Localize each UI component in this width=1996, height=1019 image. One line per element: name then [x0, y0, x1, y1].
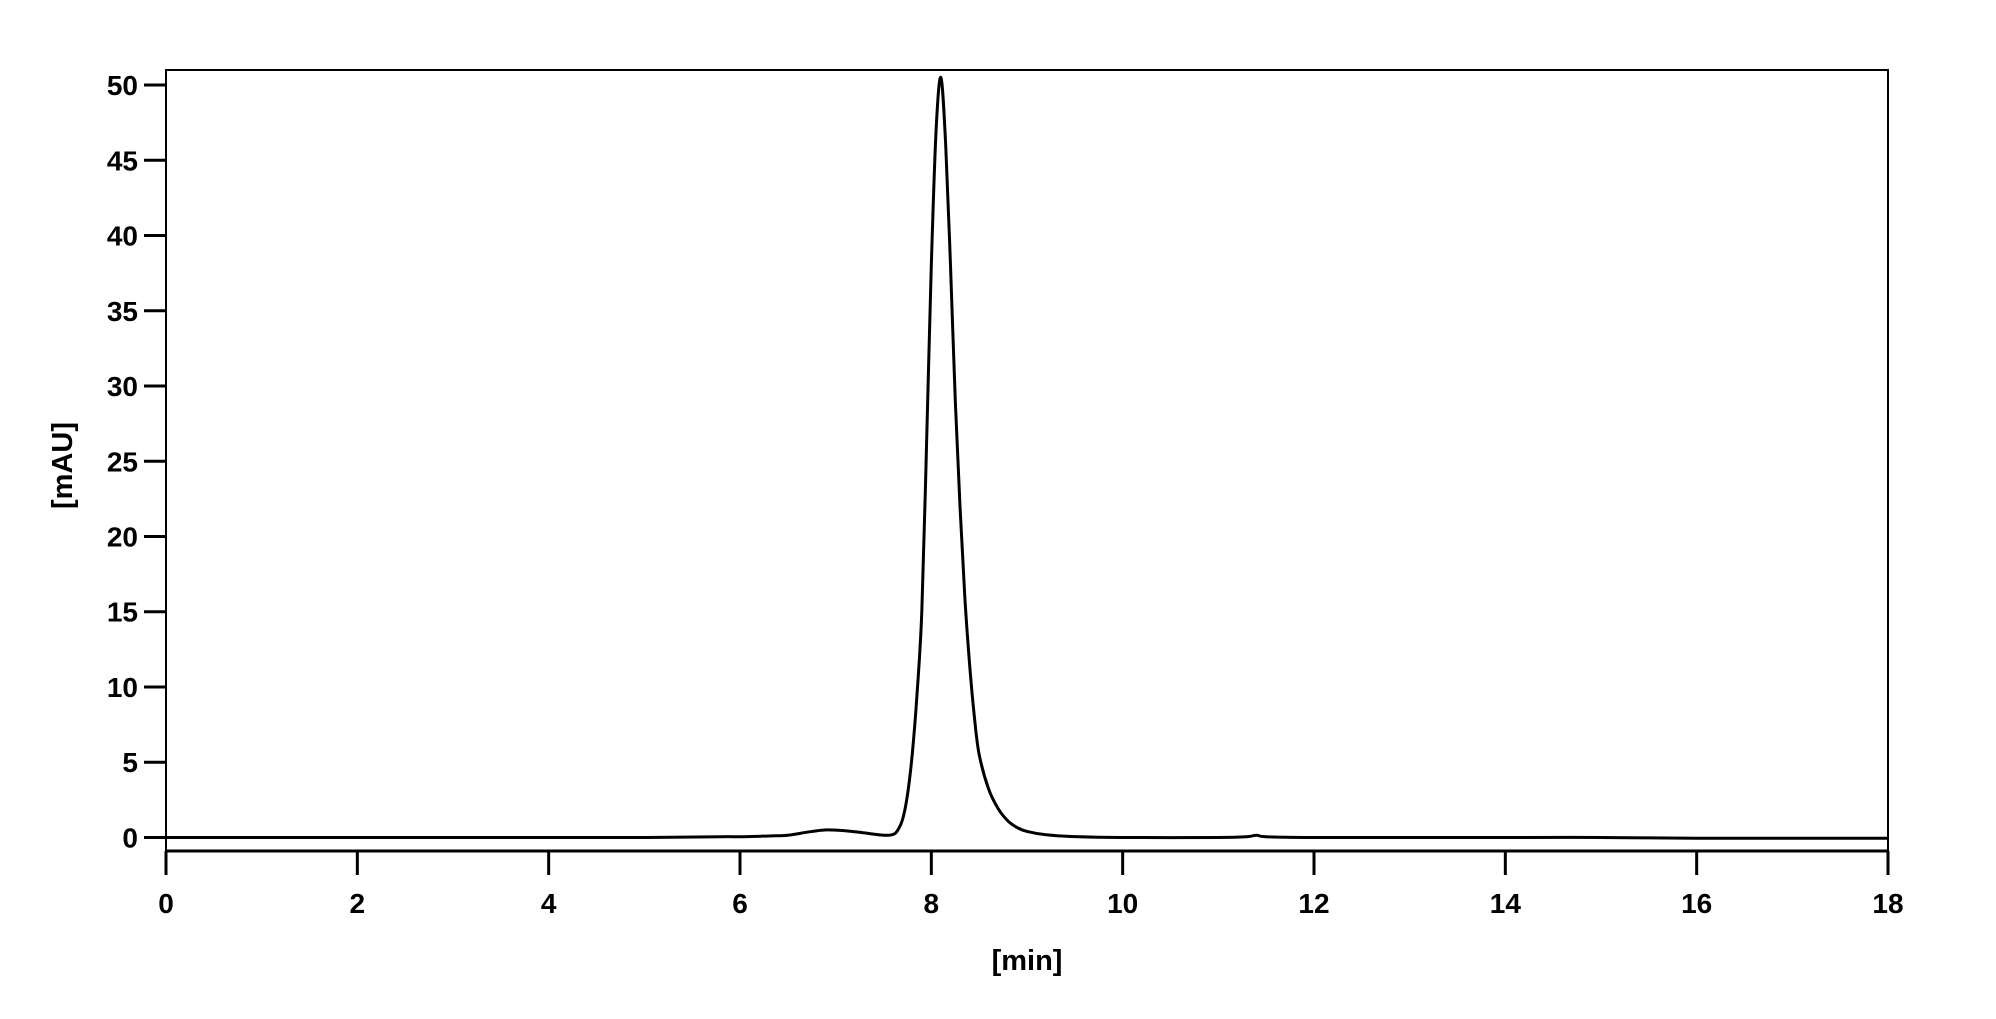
y-tick-label: 25: [107, 446, 138, 477]
x-tick-label: 8: [924, 888, 940, 919]
x-tick-label: 14: [1490, 888, 1522, 919]
x-tick-label: 18: [1872, 888, 1903, 919]
y-tick-label: 20: [107, 521, 138, 552]
x-tick-label: 16: [1681, 888, 1712, 919]
x-tick-label: 6: [732, 888, 748, 919]
y-tick-label: 5: [122, 747, 138, 778]
y-tick-label: 15: [107, 597, 138, 628]
x-tick-label: 0: [158, 888, 174, 919]
y-tick-label: 10: [107, 672, 138, 703]
y-tick-label: 50: [107, 70, 138, 101]
y-tick-label: 0: [122, 822, 138, 853]
y-tick-label: 45: [107, 145, 138, 176]
chromatogram-trace: [165, 75, 1889, 840]
x-axis-ticks: 0 2 4 6 8 10 12 14 16 18: [158, 851, 1904, 919]
x-tick-label: 2: [350, 888, 366, 919]
y-axis-label: [mAU]: [47, 422, 79, 509]
plot-frame: [165, 69, 1889, 852]
x-tick-label: 4: [541, 888, 557, 919]
x-axis-label: [min]: [992, 945, 1063, 977]
x-tick-label: 10: [1107, 888, 1138, 919]
y-axis-ticks: 0 5 10 15 20 25 30 35 40 45 50: [107, 70, 166, 853]
y-tick-label: 35: [107, 296, 138, 327]
y-tick-label: 30: [107, 371, 138, 402]
x-tick-label: 12: [1298, 888, 1329, 919]
y-tick-label: 40: [107, 221, 138, 252]
